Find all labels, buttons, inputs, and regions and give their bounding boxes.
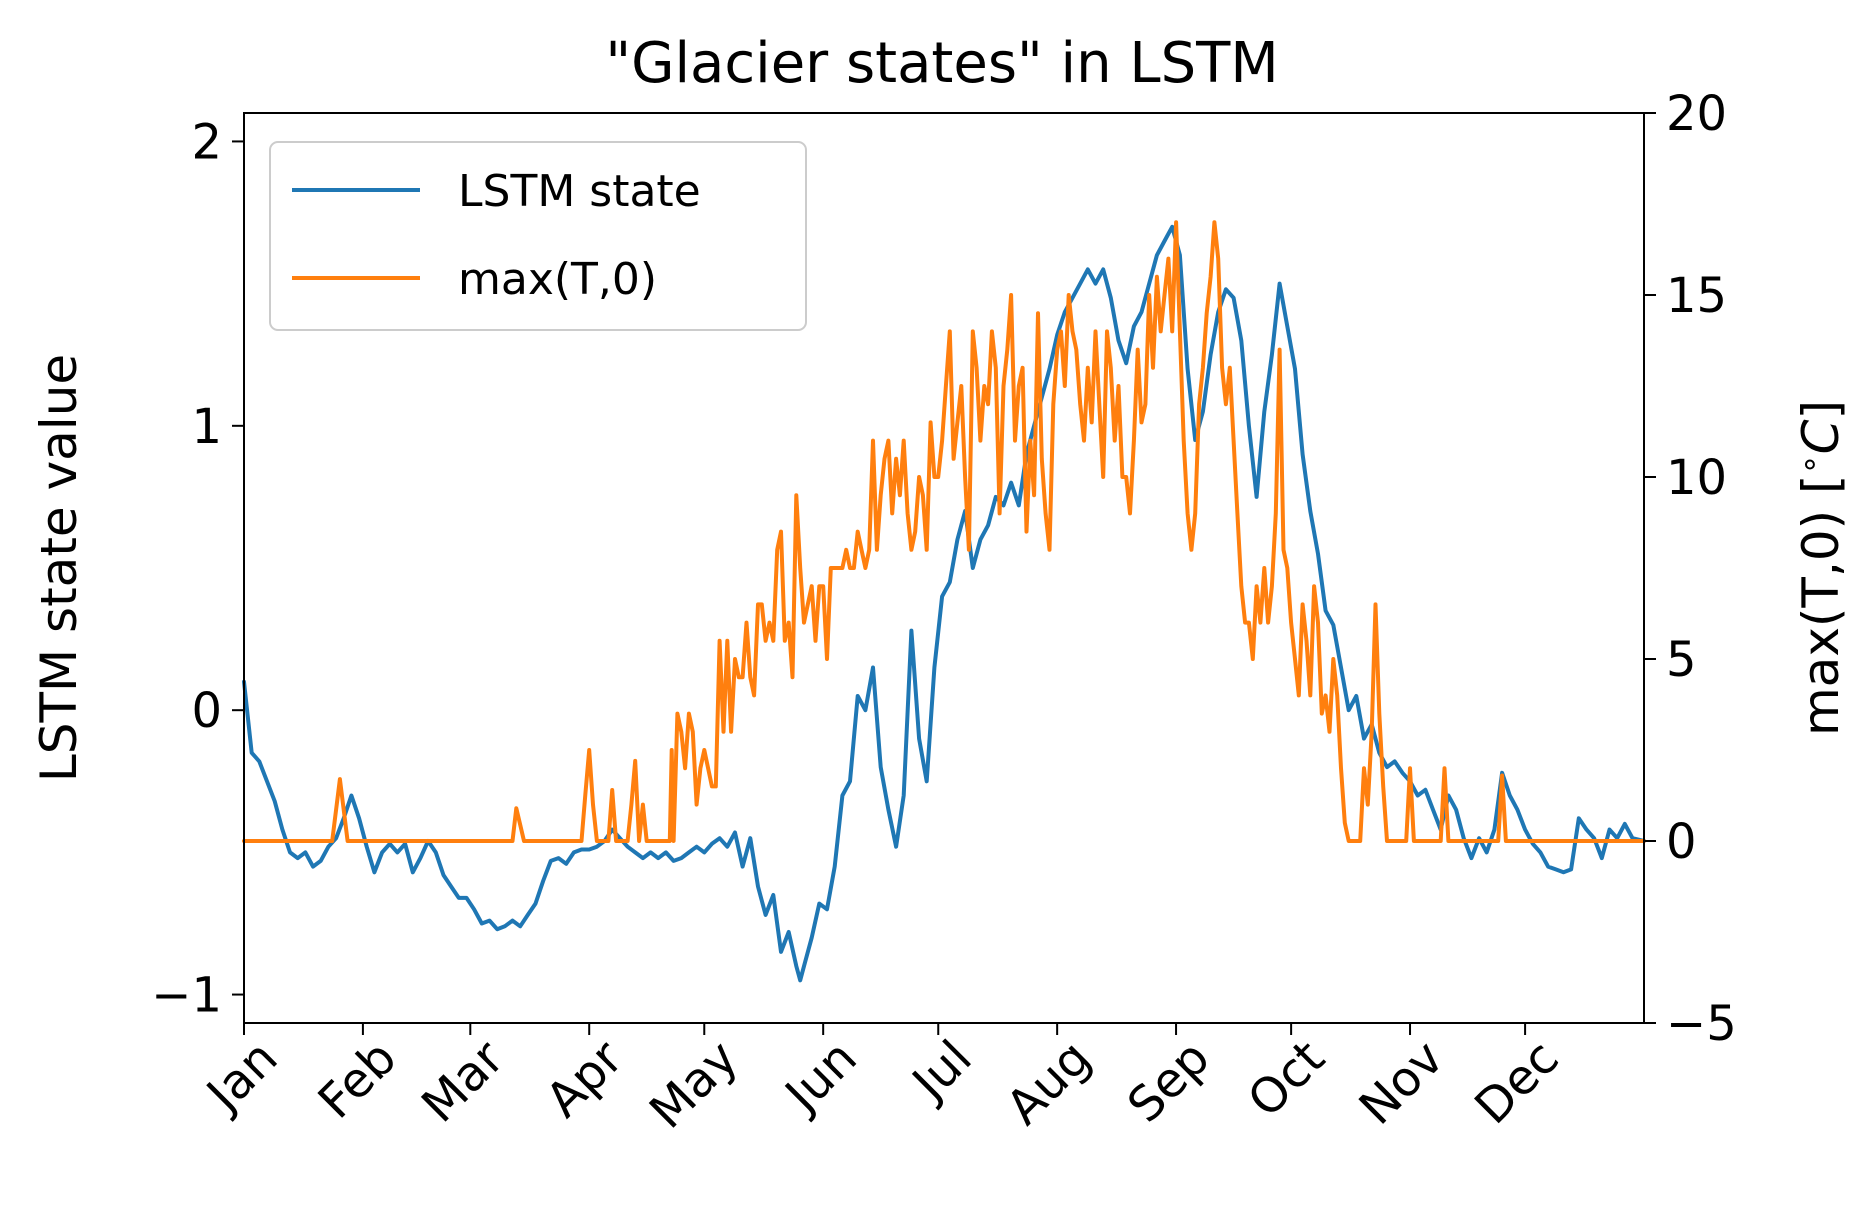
x-tick-label-oct: Oct	[1237, 1030, 1335, 1128]
x-tick-label-aug: Aug	[996, 1030, 1102, 1136]
legend-label-max-t: max(T,0)	[458, 254, 657, 305]
x-tick-label-mar: Mar	[411, 1030, 515, 1134]
y2-label-unit: C	[1792, 419, 1850, 454]
x-tick-label-nov: Nov	[1349, 1030, 1455, 1136]
y2-label-prefix: max(T,0) [	[1792, 474, 1850, 736]
y2-tick-label: 20	[1666, 86, 1727, 142]
chart-title: "Glacier states" in LSTM	[605, 31, 1278, 96]
x-axis: Jan Feb Mar Apr May Jun Jul Aug Sep Oct Nov Dec	[194, 1023, 1570, 1140]
x-tick-label-may: May	[639, 1030, 749, 1140]
x-tick-label-apr: Apr	[535, 1030, 634, 1129]
x-tick-label-sep: Sep	[1117, 1030, 1221, 1134]
plot-frame	[243, 112, 1645, 1024]
x-tick-label-jun: Jun	[773, 1030, 868, 1125]
right-axis: −5 0 5 10 15 20	[1644, 86, 1737, 1052]
y2-tick-label: 5	[1666, 632, 1697, 688]
y2-tick-label: 0	[1666, 814, 1697, 870]
series-layer	[242, 220, 1646, 983]
y2-label-suffix: ]	[1792, 400, 1850, 420]
y-tick-label: 2	[191, 114, 222, 170]
x-tick-label-jul: Jul	[900, 1030, 983, 1113]
series-line-lstm-state	[242, 224, 1646, 983]
legend: LSTM state max(T,0)	[269, 141, 807, 331]
y-tick-label: 0	[191, 683, 222, 739]
x-tick-label-dec: Dec	[1464, 1030, 1569, 1135]
y-axis-label: LSTM state value	[30, 354, 88, 782]
series-line-max-t	[242, 220, 1646, 843]
y-tick-label: −1	[151, 968, 222, 1024]
left-axis: −1 0 1 2	[151, 114, 244, 1024]
y2-tick-label: 15	[1666, 268, 1727, 324]
y2-tick-label: −5	[1666, 996, 1737, 1052]
x-tick-label-jan: Jan	[194, 1030, 288, 1124]
y2-tick-label: 10	[1666, 450, 1727, 506]
y2-label-degree: ∘	[1790, 454, 1828, 474]
x-tick-label-feb: Feb	[308, 1030, 408, 1130]
legend-label-lstm-state: LSTM state	[458, 166, 701, 217]
y-tick-label: 1	[191, 399, 222, 455]
y2-axis-label: max(T,0) [∘C]	[1790, 400, 1850, 736]
